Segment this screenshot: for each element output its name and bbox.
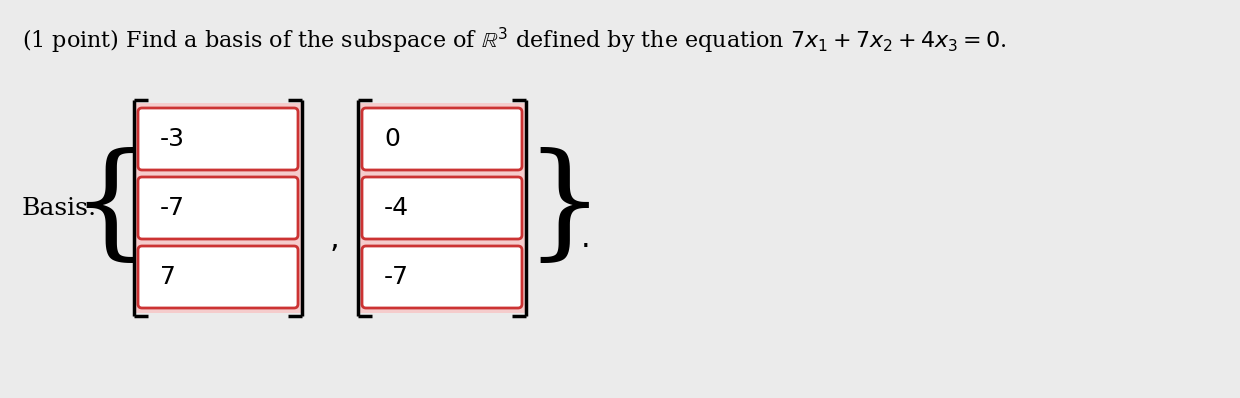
Text: 0: 0 [384,127,399,151]
Text: }: } [525,148,604,269]
Text: -3: -3 [160,127,185,151]
Text: -4: -4 [384,196,409,220]
Text: 7: 7 [160,265,176,289]
FancyBboxPatch shape [362,246,522,308]
FancyBboxPatch shape [138,246,298,308]
FancyBboxPatch shape [133,241,303,313]
Text: -7: -7 [384,265,409,289]
FancyBboxPatch shape [357,172,527,244]
FancyBboxPatch shape [133,172,303,244]
FancyBboxPatch shape [138,177,298,239]
Text: ,: , [329,224,339,252]
FancyBboxPatch shape [362,108,522,170]
Text: .: . [582,224,590,252]
FancyBboxPatch shape [133,103,303,175]
Text: {: { [71,148,150,269]
FancyBboxPatch shape [357,241,527,313]
FancyBboxPatch shape [362,177,522,239]
FancyBboxPatch shape [138,108,298,170]
FancyBboxPatch shape [357,103,527,175]
Text: (1 point) Find a basis of the subspace of $\mathbb{R}^3$ defined by the equation: (1 point) Find a basis of the subspace o… [22,26,1007,56]
Text: Basis:: Basis: [22,197,98,220]
Text: -7: -7 [160,196,185,220]
